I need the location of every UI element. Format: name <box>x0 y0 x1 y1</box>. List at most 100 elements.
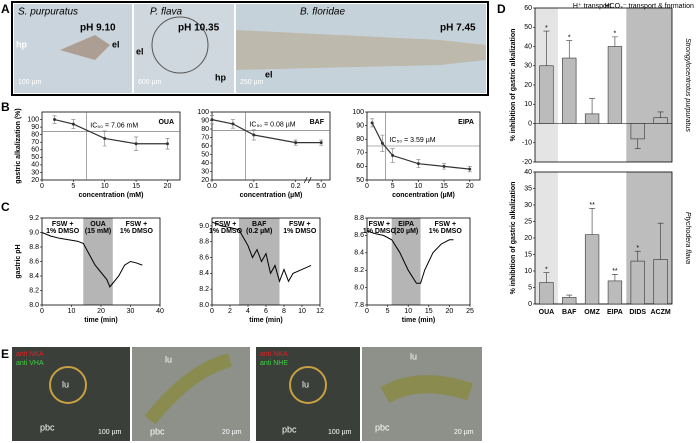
label-lu: lu <box>302 379 309 389</box>
gut-ring <box>49 366 87 404</box>
x-tick-label: 0 <box>365 183 369 190</box>
y-tick-label: 70 <box>201 134 209 141</box>
y-tick-label: 9.0 <box>199 223 209 230</box>
y-tick-label: 60 <box>201 143 209 150</box>
y-tick-label: 20 <box>201 177 209 184</box>
label-lu: lu <box>165 354 172 364</box>
y-tick-label: 8.8 <box>29 244 39 251</box>
significance: * <box>545 25 548 32</box>
y-tick-label: 40 <box>524 169 532 176</box>
bar <box>607 280 623 305</box>
phase-label: 1% DMSO <box>46 228 80 235</box>
panel-letter: E <box>1 347 9 361</box>
significance: * <box>568 35 571 42</box>
error-bar <box>611 36 618 47</box>
point <box>252 133 256 137</box>
image <box>134 4 234 93</box>
x-tick-label: 10 <box>298 308 306 315</box>
treatment-shade <box>391 218 421 305</box>
y-tick-label: 15 <box>524 251 532 258</box>
phase-label: (20 µM) <box>394 228 418 235</box>
scale-label: 100 µm <box>328 429 352 436</box>
chart-title: OUA <box>158 119 174 126</box>
y-tick-label: 90 <box>31 124 39 131</box>
significance: * <box>636 245 639 252</box>
specimen <box>60 35 110 60</box>
y-tick-label: 20 <box>31 177 39 184</box>
scale-label: 100 µm <box>98 429 122 436</box>
y-tick-label: 7.8 <box>354 302 364 309</box>
y-axis-label: gastric pH <box>15 244 22 278</box>
bar <box>584 234 600 305</box>
x-tick-label: 8 <box>282 308 286 315</box>
y-tick-label: 80 <box>356 136 364 143</box>
point <box>468 167 472 171</box>
point <box>165 142 169 146</box>
y-tick-label: -20 <box>522 159 532 166</box>
x-tick-label: 30 <box>127 308 135 315</box>
category-label: OMZ <box>584 309 600 316</box>
y-axis-label: % inhibition of gastric alkalization <box>510 182 517 295</box>
treatment-shade <box>239 218 280 305</box>
phase-label: OUA <box>90 221 106 228</box>
species: P. flava <box>150 7 182 18</box>
y-tick-label: 8.2 <box>29 287 39 294</box>
y-tick-label: 50 <box>356 177 364 184</box>
y-tick-label: 10 <box>524 268 532 275</box>
y-tick-label: 8.6 <box>199 254 209 261</box>
x-axis-label: concentration (mM) <box>79 192 144 199</box>
point <box>319 141 323 145</box>
y-tick-label: 90 <box>201 117 209 124</box>
bar <box>630 123 645 140</box>
y-tick-label: 70 <box>356 150 364 157</box>
ph-trace <box>211 221 312 283</box>
error-bar <box>634 138 641 149</box>
phase-label: FSW + <box>369 221 391 228</box>
y-tick-label: 8.0 <box>354 284 364 291</box>
x-tick-label: 0.1 <box>249 183 259 190</box>
error-bar <box>543 30 550 66</box>
y-tick-label: 50 <box>524 24 532 31</box>
bar <box>562 297 577 305</box>
chart-title: EIPA <box>458 119 474 126</box>
panel-letter: D <box>497 2 506 16</box>
stain-label: anti VHA <box>16 360 44 367</box>
y-tick-label: 8.8 <box>354 215 364 222</box>
bar <box>539 282 554 305</box>
y-tick-label: 60 <box>356 163 364 170</box>
x-tick-label: 2 <box>228 308 232 315</box>
y-tick-label: 35 <box>524 185 532 192</box>
phase-label: EIPA <box>398 221 414 228</box>
point <box>210 118 214 122</box>
x-tick-label: 15 <box>440 183 448 190</box>
x-tick-label: 4 <box>246 308 250 315</box>
tissue <box>144 353 232 425</box>
ic50-label: IC₅₀ = 3.59 µM <box>389 137 435 144</box>
label-pbc: pbc <box>150 426 165 436</box>
y-tick-label: 10 <box>524 101 532 108</box>
phase-label: (0.2 µM) <box>246 228 272 235</box>
plot-frame <box>366 217 471 306</box>
y-tick-label: 8.4 <box>354 250 364 257</box>
ph: pH 7.45 <box>440 23 476 34</box>
category-label: BAF <box>562 309 577 316</box>
species: S. purpuratus <box>18 7 78 18</box>
treatment-shade <box>83 218 113 305</box>
x-tick-label: 10 <box>414 183 422 190</box>
x-tick-label: 20 <box>164 183 172 190</box>
point <box>416 162 420 166</box>
x-tick-label: 15 <box>425 308 433 315</box>
y-tick-label: 100 <box>27 116 39 123</box>
x-tick-label: 20 <box>466 183 474 190</box>
phase-label: FSW + <box>215 221 237 228</box>
label-pbc: pbc <box>282 424 297 434</box>
stain-label: anti NKA <box>16 351 44 358</box>
error-bar <box>589 208 596 235</box>
point <box>103 136 107 140</box>
y-tick-label: 70 <box>31 139 39 146</box>
label-pbc: pbc <box>375 422 390 432</box>
x-tick-label: 5 <box>71 183 75 190</box>
category-label: OUA <box>539 309 555 316</box>
side-label: Strongylocentrotus purpuratus <box>684 38 691 132</box>
x-axis-label: concentration (µM) <box>392 192 455 199</box>
